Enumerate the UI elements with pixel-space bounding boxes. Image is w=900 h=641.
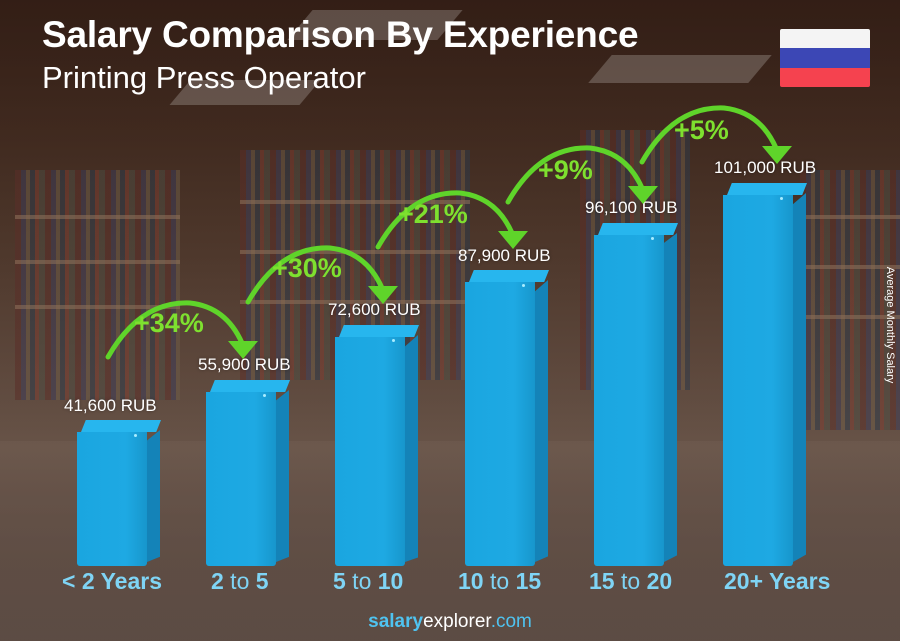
percent-increase: +21% xyxy=(398,199,468,229)
increase-arrow-icon xyxy=(105,300,258,360)
bar-2-to-5 xyxy=(206,380,290,566)
shelf-board xyxy=(15,215,180,219)
brand-explorer: explorer xyxy=(423,611,491,632)
shelf-board xyxy=(15,260,180,264)
x-label-lt-2-years: < 2 Years xyxy=(62,568,162,595)
bar-lt-2-years xyxy=(77,420,161,566)
x-label-5-to-10: 5 to 10 xyxy=(333,568,403,595)
x-label-end: 5 xyxy=(255,568,269,594)
chart-subtitle: Printing Press Operator xyxy=(42,60,366,95)
shelf-board xyxy=(800,215,900,219)
percent-increase: +9% xyxy=(538,155,593,185)
x-label-to: to xyxy=(223,568,256,594)
y-axis-label: Average Monthly Salary xyxy=(880,255,900,395)
chart-title: Salary Comparison By Experience xyxy=(42,14,639,55)
bar-10-to-15 xyxy=(465,270,549,566)
x-label-to: to xyxy=(345,568,378,594)
x-label-start: 2 xyxy=(211,568,224,594)
value-label: 87,900 RUB xyxy=(458,246,551,265)
x-label-20-plus-years: 20+ Years xyxy=(724,568,830,595)
x-label-start: 10 xyxy=(458,568,484,594)
brand-domain: .com xyxy=(490,611,532,632)
y-axis-label-text: Average Monthly Salary xyxy=(884,266,896,384)
x-label-end: 20 xyxy=(646,568,673,594)
shelf-board xyxy=(240,300,470,304)
increase-arrow-icon xyxy=(505,145,658,205)
x-label-10-to-15: 10 to 15 xyxy=(458,568,541,595)
brand-salary: salary xyxy=(368,611,424,632)
x-label-start: 15 xyxy=(589,568,615,594)
value-label: 101,000 RUB xyxy=(714,158,817,177)
shelf-board xyxy=(800,265,900,269)
shelf-board xyxy=(240,200,470,204)
value-label: 41,600 RUB xyxy=(64,396,157,415)
flag-stripe-white xyxy=(780,29,870,49)
increase-arrow-icon xyxy=(639,105,792,165)
percent-increase: +30% xyxy=(272,253,342,283)
bar-5-to-10 xyxy=(335,325,419,566)
ceiling-light-decoration xyxy=(588,55,772,83)
flag-stripe-blue xyxy=(780,48,870,68)
x-label-start: 5 xyxy=(333,568,346,594)
footer-brand-link[interactable]: salaryexplorer.com xyxy=(0,611,900,633)
value-label: 72,600 RUB xyxy=(328,300,421,319)
value-label: 96,100 RUB xyxy=(585,198,678,217)
bar-20-plus-years xyxy=(723,183,807,566)
flag-stripe-red xyxy=(780,67,870,87)
x-label-2-to-5: 2 to 5 xyxy=(211,568,269,595)
shelf-board xyxy=(15,305,180,309)
x-label-15-to-20: 15 to 20 xyxy=(589,568,672,595)
bar-15-to-20 xyxy=(594,223,678,566)
x-label-to: to xyxy=(614,568,647,594)
percent-increase: +34% xyxy=(134,308,204,338)
value-label: 55,900 RUB xyxy=(198,355,291,374)
shelf-board xyxy=(800,315,900,319)
x-label-end: 15 xyxy=(515,568,542,594)
percent-increase: +5% xyxy=(674,115,729,145)
x-label-text: 20+ Years xyxy=(724,568,831,594)
bookshelf-decoration xyxy=(15,170,180,400)
increase-arrow-icon xyxy=(245,245,398,305)
bookshelf-decoration xyxy=(800,170,900,430)
shelf-board xyxy=(240,250,470,254)
russia-flag-icon xyxy=(780,29,870,87)
x-label-end: 10 xyxy=(377,568,404,594)
x-label-to: to xyxy=(483,568,516,594)
x-label-text: < 2 Years xyxy=(62,568,162,594)
increase-arrow-icon xyxy=(375,190,528,250)
